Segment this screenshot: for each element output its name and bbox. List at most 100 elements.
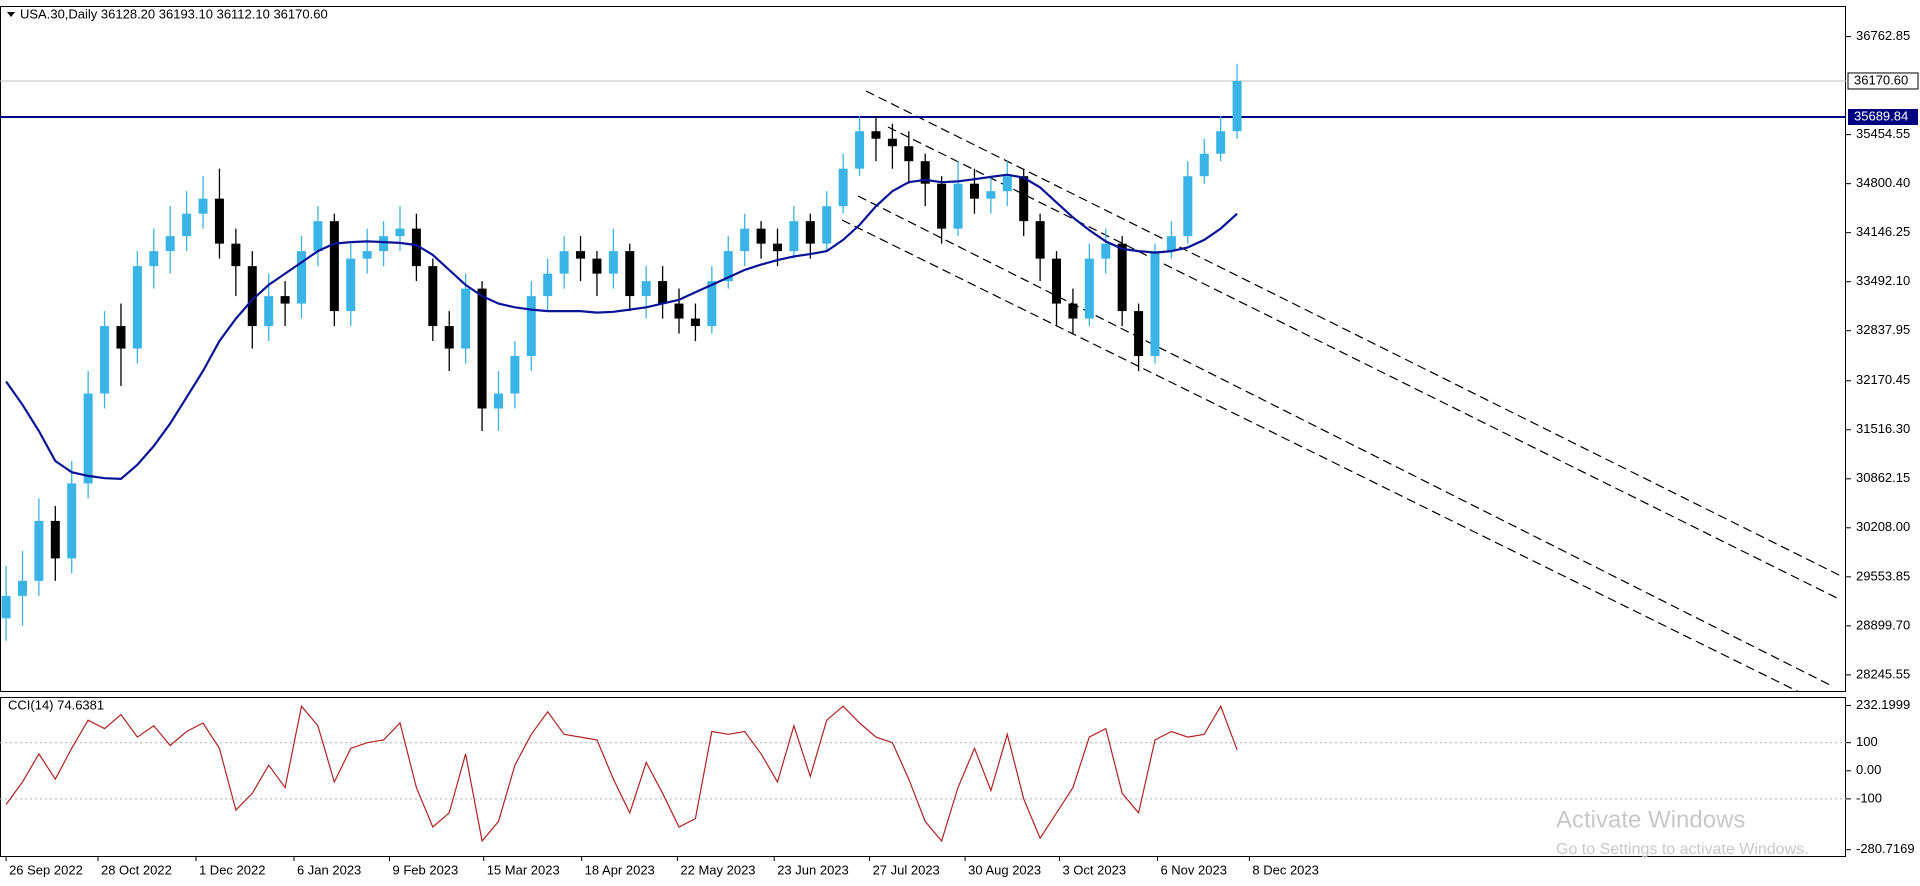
x-tick-label: 6 Nov 2023: [1160, 862, 1227, 877]
candle-body: [264, 296, 274, 327]
candle-body: [1150, 251, 1160, 357]
candle-body: [214, 198, 224, 244]
axes: 36762.85 35454.55 34800.40 34146.25 33492.10…: [5, 28, 1919, 877]
candle-body: [953, 183, 963, 229]
candle-body: [1183, 176, 1193, 237]
candle-body: [17, 580, 27, 596]
candle-body: [132, 266, 142, 349]
candle-body: [1084, 258, 1094, 319]
x-tick-label: 23 Jun 2023: [777, 862, 849, 877]
candle-body: [526, 296, 536, 357]
current-price-box: [1847, 72, 1919, 90]
candle-body: [116, 326, 126, 349]
x-tick-label: 22 May 2023: [680, 862, 755, 877]
candle-body: [100, 326, 110, 394]
candle-body: [461, 288, 471, 349]
x-tick-label: 18 Apr 2023: [585, 862, 655, 877]
x-tick-label: 1 Dec 2022: [199, 862, 266, 877]
y-tick-label: 32837.95: [1856, 322, 1910, 337]
y-tick-label: 232.1999: [1856, 697, 1910, 712]
candle-body: [182, 213, 192, 237]
candle-body: [428, 266, 438, 327]
channel-line: [887, 126, 1842, 601]
candle-body: [772, 243, 782, 252]
y-tick-label: 36762.85: [1856, 28, 1910, 43]
y-tick-label: 30208.00: [1856, 519, 1910, 534]
candle-body: [690, 318, 700, 327]
y-tick-label: 29553.85: [1856, 568, 1910, 583]
candle-body: [592, 258, 602, 274]
level-box: [1848, 108, 1918, 125]
y-tick-label: -100: [1856, 790, 1882, 805]
candle-body: [805, 221, 815, 244]
candle-body: [1, 595, 11, 619]
candle-body: [67, 483, 77, 559]
candle-body: [1101, 243, 1111, 259]
x-tick-label: 15 Mar 2023: [487, 862, 560, 877]
candle-body: [362, 251, 372, 259]
candle-body: [231, 243, 241, 267]
indicator-pane: [0, 697, 1846, 857]
level-label: 35689.84: [1854, 108, 1908, 123]
candle-body: [887, 138, 897, 147]
candle-body: [658, 281, 668, 304]
candle-body: [723, 251, 733, 282]
candle-body: [559, 251, 569, 274]
candle-body: [198, 198, 208, 214]
candle-body: [34, 520, 44, 581]
candle-body: [149, 251, 159, 267]
candle-body: [576, 251, 586, 259]
candle-body: [543, 273, 553, 297]
candle-body: [641, 281, 651, 297]
candle-body: [707, 281, 717, 327]
candle-body: [969, 183, 979, 199]
candle-body: [379, 236, 389, 252]
candle-body: [280, 296, 290, 304]
candle-body: [1035, 221, 1045, 259]
candle-body: [1134, 311, 1144, 357]
x-tick-label: 28 Oct 2022: [101, 862, 172, 877]
indicator-title: CCI(14) 74.6381: [8, 697, 104, 712]
candle-body: [395, 228, 405, 237]
candle-body: [1199, 153, 1209, 177]
price-plot: [0, 63, 1846, 641]
candle-body: [838, 168, 848, 207]
candle-body: [1019, 176, 1029, 222]
y-tick-label: 0.00: [1856, 762, 1881, 777]
candle-body: [444, 326, 454, 349]
y-tick-label: 35454.55: [1856, 126, 1910, 141]
y-tick-label: 32170.45: [1856, 372, 1910, 387]
y-tick-label: 34800.40: [1856, 175, 1910, 190]
candle-body: [477, 288, 487, 409]
y-tick-label: 28899.70: [1856, 617, 1910, 632]
candle-body: [740, 228, 750, 252]
candle-body: [1052, 258, 1062, 304]
current-price-label: 36170.60: [1854, 72, 1908, 87]
candle-body: [493, 393, 503, 409]
candle-body: [625, 251, 635, 297]
candle-body: [346, 258, 356, 312]
candle-body: [411, 228, 421, 267]
candle-body: [313, 221, 323, 252]
y-tick-label: 28245.55: [1856, 666, 1910, 681]
candle-body: [789, 221, 799, 252]
candle-body: [674, 303, 684, 319]
y-tick-label: 33492.10: [1856, 273, 1910, 288]
candle-body: [1068, 303, 1078, 319]
candle-body: [855, 131, 865, 169]
candle-body: [1232, 80, 1242, 132]
x-tick-label: 26 Sep 2022: [9, 862, 83, 877]
y-tick-label: 31516.30: [1856, 421, 1910, 436]
candle-body: [986, 191, 996, 199]
candle-body: [871, 131, 881, 139]
moving-average: [5, 173, 1238, 481]
candle-body: [1216, 131, 1226, 154]
candle-body: [329, 221, 339, 312]
menu-arrow[interactable]: [7, 12, 15, 17]
channel-line: [865, 90, 1842, 577]
x-tick-label: 8 Dec 2023: [1252, 862, 1319, 877]
x-tick-label: 30 Aug 2023: [968, 862, 1041, 877]
candle-body: [904, 146, 914, 162]
watermark-subtitle: Go to Settings to activate Windows.: [1556, 841, 1809, 858]
cci-plot: [0, 704, 1846, 843]
